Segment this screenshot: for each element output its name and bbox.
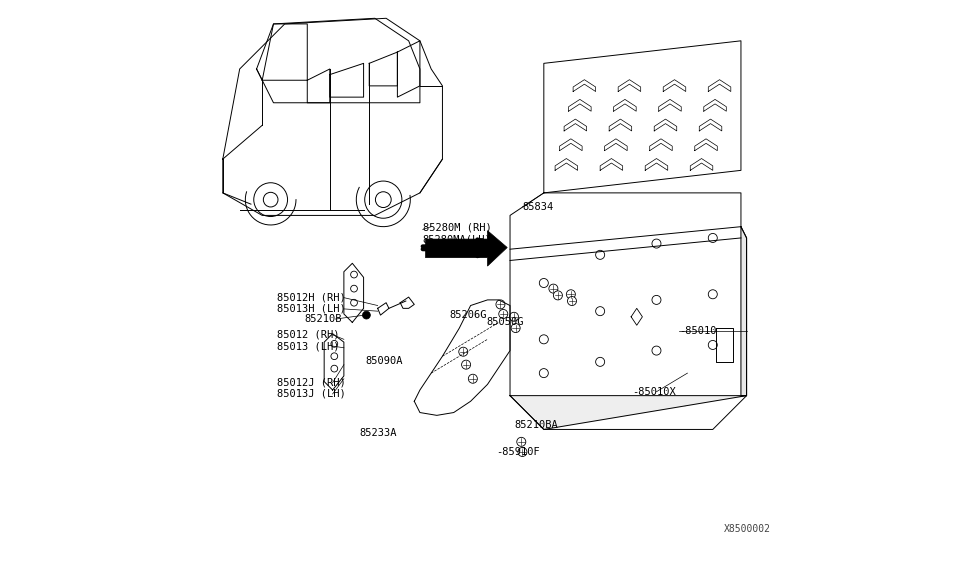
Circle shape [468, 374, 478, 383]
Polygon shape [222, 18, 443, 216]
Text: -85910F: -85910F [496, 447, 540, 457]
Polygon shape [414, 300, 510, 415]
Text: -85010X: -85010X [632, 387, 676, 397]
Polygon shape [400, 297, 414, 308]
Polygon shape [544, 41, 741, 193]
Text: 85012 (RH): 85012 (RH) [278, 330, 340, 340]
Polygon shape [425, 230, 507, 266]
Text: 85233A: 85233A [360, 428, 397, 439]
Circle shape [554, 291, 563, 300]
Circle shape [496, 300, 505, 309]
Text: 85210B: 85210B [304, 314, 342, 324]
Circle shape [567, 297, 576, 306]
Text: 85210BA: 85210BA [515, 421, 559, 431]
Text: 85280M (RH): 85280M (RH) [423, 223, 491, 233]
Circle shape [549, 284, 558, 293]
Text: 85012H (RH): 85012H (RH) [278, 293, 346, 303]
Text: 85013J (LH): 85013J (LH) [278, 389, 346, 399]
Text: 85012J (RH): 85012J (RH) [278, 378, 346, 388]
Polygon shape [324, 334, 344, 390]
Circle shape [511, 324, 521, 333]
Circle shape [510, 312, 519, 321]
Text: 85090A: 85090A [366, 355, 403, 366]
Text: 85206G: 85206G [449, 310, 487, 320]
Text: X8500002: X8500002 [724, 524, 771, 534]
Text: 85013H (LH): 85013H (LH) [278, 304, 346, 314]
Polygon shape [377, 303, 389, 315]
Circle shape [518, 448, 526, 456]
Polygon shape [510, 193, 747, 430]
Text: 85280MA(LH): 85280MA(LH) [423, 234, 491, 244]
Polygon shape [344, 263, 364, 323]
Polygon shape [510, 396, 747, 430]
Circle shape [499, 310, 508, 319]
Text: 85834: 85834 [523, 202, 554, 212]
Circle shape [517, 438, 526, 447]
Text: -85010: -85010 [679, 326, 717, 336]
Text: 85013 (LH): 85013 (LH) [278, 341, 340, 351]
Circle shape [459, 347, 468, 356]
Polygon shape [741, 226, 747, 396]
Circle shape [566, 290, 575, 299]
Circle shape [461, 360, 471, 369]
Text: 85050G: 85050G [487, 318, 524, 327]
Circle shape [363, 311, 370, 319]
